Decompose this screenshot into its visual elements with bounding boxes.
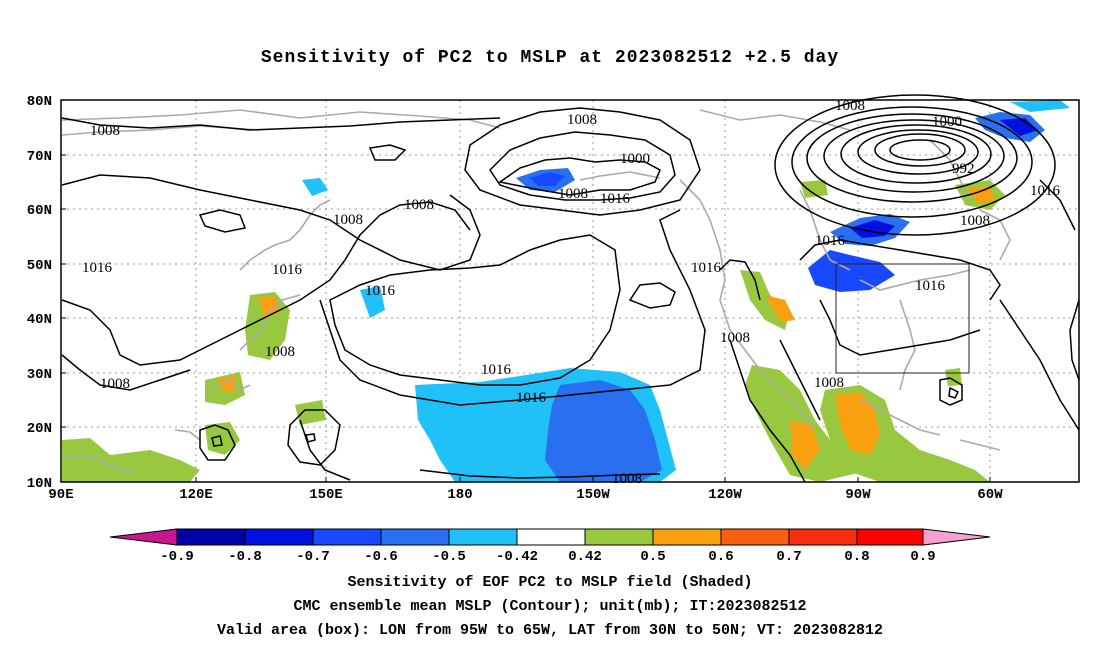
valid-area-box — [835, 263, 970, 374]
colorbar-tick: -0.9 — [160, 549, 194, 565]
colorbar-tick: -0.42 — [496, 549, 538, 565]
colorbar-under-triangle — [109, 528, 178, 546]
colorbar-segment — [244, 528, 314, 546]
colorbar-tick: -0.6 — [364, 549, 398, 565]
colorbar-segment — [516, 528, 586, 546]
colorbar-tick: -0.5 — [432, 549, 466, 565]
lat-label: 10N — [27, 476, 52, 492]
colorbar-tick: -0.8 — [228, 549, 262, 565]
contour-label: 1016 — [1030, 183, 1061, 199]
longitude-labels: 90E 120E 150E 180 150W 120W 90W 60W — [48, 487, 1003, 503]
contour-label: 1016 — [272, 262, 303, 278]
positive-sensitivity-shading — [62, 180, 1005, 482]
colorbar-over-triangle — [922, 528, 991, 546]
colorbar-tick: -0.7 — [296, 549, 330, 565]
colorbar-tick: 0.8 — [844, 549, 869, 565]
caption-line-1: Sensitivity of EOF PC2 to MSLP field (Sh… — [347, 574, 753, 591]
contour-label: 1016 — [915, 278, 946, 294]
colorbar-segment — [720, 528, 790, 546]
contour-label: 1016 — [815, 233, 846, 249]
colorbar-tick-labels: -0.9 -0.8 -0.7 -0.6 -0.5 -0.42 0.42 0.5 … — [160, 549, 935, 565]
colorbar — [109, 528, 991, 546]
lon-label: 120E — [179, 487, 213, 503]
contour-label: 1008 — [612, 471, 642, 487]
lon-label: 150E — [309, 487, 343, 503]
latitude-labels: 80N 70N 60N 50N 40N 30N 20N 10N — [27, 94, 52, 492]
colorbar-segment — [856, 528, 924, 546]
negative-sensitivity-shading — [302, 100, 1070, 482]
lon-label: 180 — [447, 487, 472, 503]
contour-label: 1008 — [333, 212, 363, 228]
contour-label: 1008 — [567, 112, 597, 128]
contour-label: 1016 — [481, 362, 512, 378]
lon-label: 150W — [576, 487, 610, 503]
lon-label: 90W — [845, 487, 871, 503]
contour-label: 1008 — [265, 344, 295, 360]
colorbar-segment — [448, 528, 518, 546]
map-title: Sensitivity of PC2 to MSLP at 2023082512… — [260, 48, 840, 68]
lat-label: 70N — [27, 149, 52, 165]
colorbar-segment — [788, 528, 858, 546]
colorbar-tick: 0.5 — [640, 549, 665, 565]
contour-label: 1008 — [814, 375, 844, 391]
lon-label: 120W — [708, 487, 742, 503]
contour-label: 1000 — [620, 151, 650, 167]
contour-label: 1016 — [365, 283, 396, 299]
colorbar-segment — [312, 528, 382, 546]
contour-label: 1016 — [82, 260, 113, 276]
lat-label: 30N — [27, 367, 52, 383]
contour-label: 1008 — [960, 213, 990, 229]
coastlines — [61, 109, 1011, 473]
contour-label: 1016 — [691, 260, 722, 276]
colorbar-tick: 0.7 — [776, 549, 801, 565]
colorbar-segment — [380, 528, 450, 546]
lat-label: 20N — [27, 421, 52, 437]
lon-label: 90E — [48, 487, 73, 503]
contour-label: 992 — [952, 161, 975, 177]
contour-label: 1000 — [932, 114, 962, 130]
lat-label: 80N — [27, 94, 52, 110]
colorbar-segment — [176, 528, 246, 546]
caption-line-3: Valid area (box): LON from 95W to 65W, L… — [216, 622, 884, 639]
plot-frame — [60, 99, 1080, 483]
lat-label: 60N — [27, 203, 52, 219]
contour-label: 1008 — [835, 98, 865, 114]
lat-label: 50N — [27, 258, 52, 274]
mslp-contours — [61, 107, 1080, 483]
colorbar-segment — [584, 528, 654, 546]
colorbar-segment — [652, 528, 722, 546]
lat-label: 40N — [27, 312, 52, 328]
colorbar-tick: 0.6 — [708, 549, 733, 565]
contour-label: 1008 — [558, 186, 588, 202]
contour-label: 1016 — [600, 191, 631, 207]
colorbar-tick: 0.9 — [910, 549, 935, 565]
tick-marks — [61, 99, 991, 483]
colorbar-tick: 0.42 — [568, 549, 602, 565]
low-pressure-center — [774, 94, 1056, 236]
contour-labels: 1008 1008 1000 1008 1000 992 1016 1008 1… — [82, 98, 1061, 487]
lon-label: 60W — [977, 487, 1003, 503]
contour-label: 1008 — [404, 197, 434, 213]
contour-label: 1008 — [100, 376, 130, 392]
contour-label: 1008 — [90, 123, 120, 139]
caption-line-2: CMC ensemble mean MSLP (Contour); unit(m… — [293, 598, 807, 615]
contour-label: 1016 — [516, 390, 547, 406]
contour-label: 1008 — [720, 330, 750, 346]
